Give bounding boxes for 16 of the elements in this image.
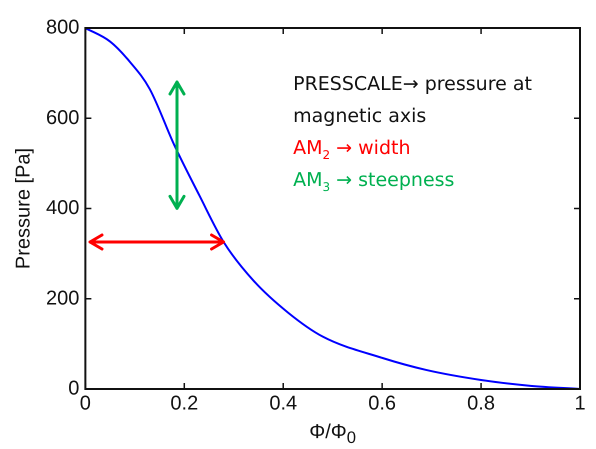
x-tick-label: 0.4 [269, 392, 298, 415]
y-tick-label: 0 [68, 378, 80, 400]
x-tick-label: 1 [574, 392, 586, 415]
annotation: PRESSCALE→ pressure at magnetic axis [293, 72, 533, 129]
y-tick-label: 800 [46, 16, 80, 39]
y-tick-label: 600 [46, 106, 80, 129]
y-tick-label: 200 [46, 287, 80, 310]
annotation: AM$_{3}$ → steepness [293, 168, 456, 196]
y-tick-label: 400 [46, 197, 80, 220]
line-series [85, 28, 580, 389]
annotation: AM$_{2}$ → width [293, 136, 412, 164]
x-tick-label: 0.8 [467, 392, 495, 415]
y-axis-title: Pressure [Pa] [12, 148, 35, 270]
x-tick-label: 0.2 [170, 392, 198, 415]
x-axis-title: Φ/Φ$_{0}$ [309, 421, 356, 448]
x-tick-label: 0.6 [368, 392, 396, 415]
